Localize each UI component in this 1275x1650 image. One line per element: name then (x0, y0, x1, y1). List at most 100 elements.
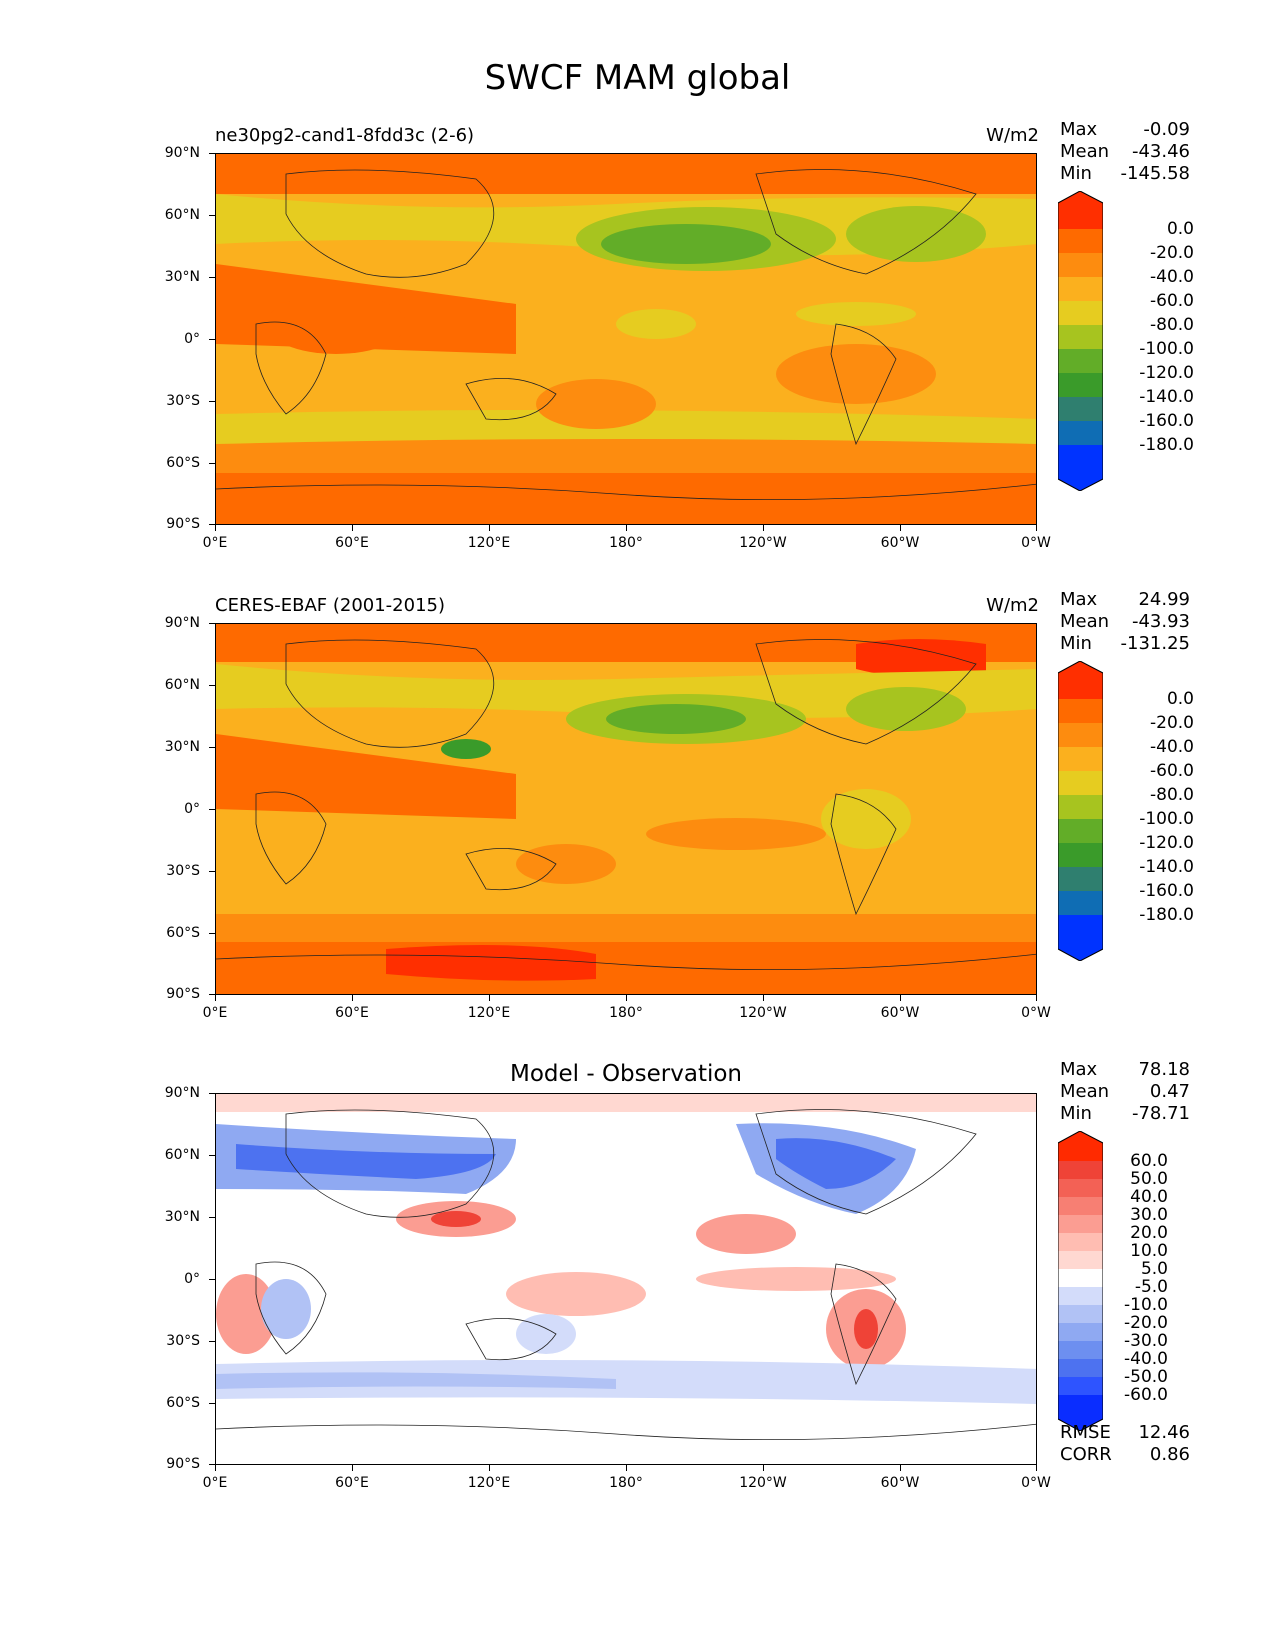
units-label: W/m2 (986, 595, 1039, 616)
lat-label: 60°N (164, 1147, 200, 1163)
panel-title: ne30pg2-cand1-8fdd3c (2-6) (215, 125, 475, 146)
lat-label: 60°S (166, 1395, 200, 1411)
map-plot (215, 153, 1037, 525)
colorbar-tick: -20.0 (1124, 1313, 1168, 1333)
colorbar-tick: 50.0 (1130, 1169, 1168, 1189)
colorbar-tick: -80.0 (1150, 785, 1194, 805)
contour-map (216, 154, 1036, 524)
contour-map (216, 624, 1036, 994)
colorbar-tick: -120.0 (1139, 363, 1194, 383)
lon-label: 60°W (880, 1475, 920, 1491)
lon-label: 180° (609, 1005, 643, 1021)
map-plot (215, 1093, 1037, 1465)
colorbar-tick: -10.0 (1124, 1295, 1168, 1315)
stat-mean: -43.93 (1131, 611, 1190, 632)
lon-label: 120°E (467, 535, 511, 551)
colorbar-tick: -80.0 (1150, 315, 1194, 335)
colorbar-tick: 60.0 (1130, 1151, 1168, 1171)
lat-label: 60°N (164, 207, 200, 223)
stat-label: Mean (1060, 611, 1110, 632)
colorbar-tick: 0.0 (1166, 219, 1194, 239)
panel-title: Model - Observation (509, 1061, 743, 1087)
contour-map (216, 1094, 1036, 1464)
lat-label: 90°N (164, 145, 200, 161)
colorbar-tick: -160.0 (1139, 411, 1194, 431)
metric-label: RMSE (1060, 1422, 1111, 1443)
colorbar-tick: -60.0 (1124, 1385, 1168, 1405)
lon-label: 60°E (335, 535, 369, 551)
units-label: W/m2 (986, 125, 1039, 146)
lon-label: 0°E (202, 535, 228, 551)
colorbar (1058, 191, 1103, 491)
lon-label: 120°W (739, 1005, 787, 1021)
colorbar (1058, 661, 1103, 961)
lat-label: 90°S (166, 516, 200, 532)
colorbar-tick: 20.0 (1130, 1223, 1168, 1243)
colorbar-tick: -20.0 (1150, 243, 1194, 263)
colorbar-tick: -100.0 (1139, 809, 1194, 829)
lon-label: 120°E (467, 1475, 511, 1491)
stat-label: Min (1060, 633, 1092, 654)
panel-reference: CERES-EBAF (2001-2015) W/m2 90 (0, 589, 1275, 1055)
colorbar-tick: 30.0 (1130, 1205, 1168, 1225)
stat-label: Mean (1060, 141, 1110, 162)
metric-rmse: 12.46 (1138, 1422, 1190, 1443)
colorbar (1058, 1131, 1103, 1431)
colorbar-tick: -5.0 (1134, 1277, 1168, 1297)
lat-label: 30°S (166, 1333, 200, 1349)
lon-label: 60°E (335, 1005, 369, 1021)
colorbar-tick: -60.0 (1150, 291, 1194, 311)
map-plot (215, 623, 1037, 995)
lat-label: 90°N (164, 615, 200, 631)
stats-box: Max 24.99 Mean -43.93 Min -131.25 (1060, 589, 1190, 655)
panel-test: ne30pg2-cand1-8fdd3c (2-6) W/m2 (0, 119, 1275, 585)
colorbar-tick: 10.0 (1130, 1241, 1168, 1261)
lon-label: 180° (609, 1475, 643, 1491)
lat-label: 30°N (164, 1209, 200, 1225)
stat-label: Mean (1060, 1081, 1110, 1102)
lon-label: 180° (609, 535, 643, 551)
metric-corr: 0.86 (1149, 1444, 1190, 1465)
colorbar-tick: -140.0 (1139, 387, 1194, 407)
lat-label: 0° (184, 1271, 200, 1287)
lat-label: 60°N (164, 677, 200, 693)
lon-label: 0°E (202, 1005, 228, 1021)
stat-label: Max (1060, 1059, 1098, 1080)
colorbar-tick: -40.0 (1124, 1349, 1168, 1369)
lat-label: 90°S (166, 1456, 200, 1472)
stats-box: Max 78.18 Mean 0.47 Min -78.71 (1060, 1059, 1190, 1125)
stat-mean: -43.46 (1131, 141, 1190, 162)
colorbar-tick: -180.0 (1139, 905, 1194, 925)
lon-label: 0°W (1021, 1005, 1051, 1021)
lat-label: 0° (184, 331, 200, 347)
colorbar-tick: -50.0 (1124, 1367, 1168, 1387)
colorbar-tick: -60.0 (1150, 761, 1194, 781)
colorbar-tick: 5.0 (1140, 1259, 1168, 1279)
colorbar-tick: -40.0 (1150, 737, 1194, 757)
lat-label: 90°S (166, 986, 200, 1002)
lat-label: 60°S (166, 925, 200, 941)
colorbar-labels: 0.0 -20.0 -40.0 -60.0 -80.0 -100.0 -120.… (1104, 191, 1194, 491)
stat-max: 78.18 (1138, 1059, 1190, 1080)
colorbar-tick: -30.0 (1124, 1331, 1168, 1351)
lon-label: 120°E (467, 1005, 511, 1021)
colorbar-labels: 0.0 -20.0 -40.0 -60.0 -80.0 -100.0 -120.… (1104, 661, 1194, 961)
stats-box: Max -0.09 Mean -43.46 Min -145.58 (1060, 119, 1190, 185)
colorbar-tick: -180.0 (1139, 435, 1194, 455)
stat-min: -78.71 (1131, 1103, 1190, 1124)
colorbar-tick: -160.0 (1139, 881, 1194, 901)
panel-title: CERES-EBAF (2001-2015) (215, 595, 446, 616)
colorbar-labels: 60.0 50.0 40.0 30.0 20.0 10.0 5.0 -5.0 -… (1100, 1131, 1190, 1431)
lat-label: 90°N (164, 1085, 200, 1101)
metric-label: CORR (1060, 1444, 1112, 1465)
colorbar-tick: 40.0 (1130, 1187, 1168, 1207)
panel-difference: Model - Observation (0, 1059, 1275, 1525)
stat-max: -0.09 (1143, 119, 1190, 140)
colorbar-tick: 0.0 (1166, 689, 1194, 709)
colorbar-tick: -140.0 (1139, 857, 1194, 877)
lon-label: 0°E (202, 1475, 228, 1491)
lat-label: 30°N (164, 269, 200, 285)
lon-label: 60°W (880, 1005, 920, 1021)
stat-label: Max (1060, 119, 1098, 140)
stat-label: Min (1060, 163, 1092, 184)
